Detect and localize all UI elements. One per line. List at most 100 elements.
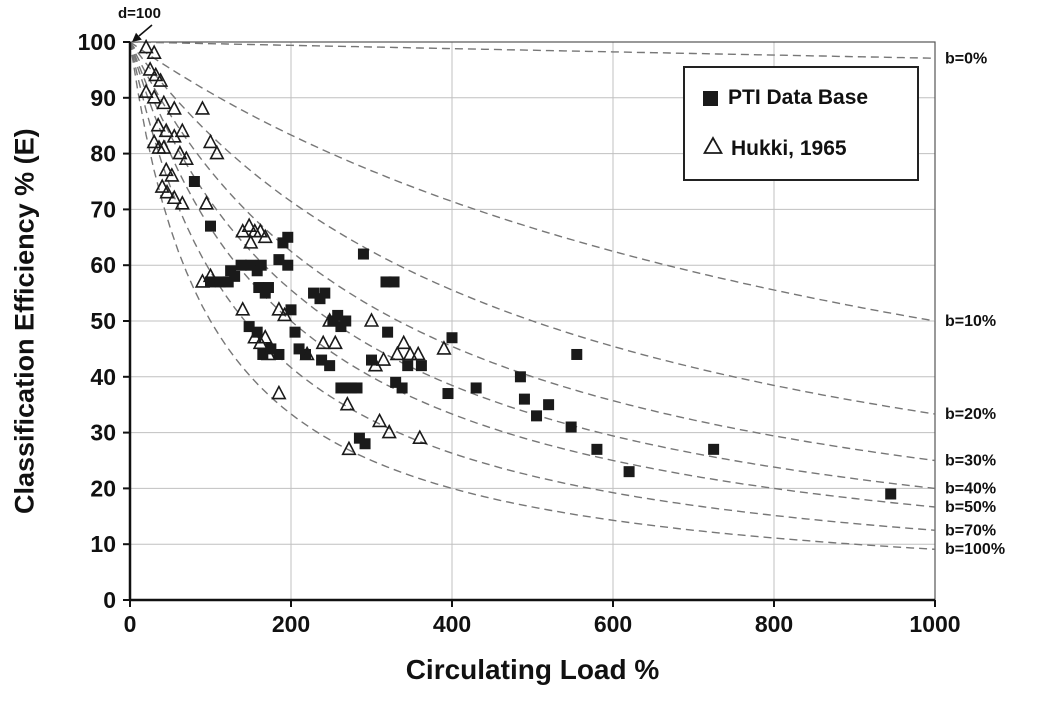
- data-point-square: [402, 360, 414, 372]
- bypass-curve: [129, 41, 936, 531]
- data-point-triangle: [363, 312, 380, 327]
- data-point-triangle: [371, 412, 388, 428]
- open-triangle-marker: [702, 136, 724, 161]
- data-point-square: [470, 382, 482, 394]
- x-tick-labels: 0 200 400 600 800 1000: [124, 611, 961, 637]
- data-point-triangle: [198, 195, 215, 210]
- data-point-square: [543, 399, 555, 411]
- data-point-square: [299, 348, 311, 360]
- data-point-square: [380, 276, 392, 288]
- legend-item-hukki: Hukki, 1965: [702, 136, 899, 161]
- data-point-square: [442, 388, 454, 400]
- bypass-curve: [129, 41, 936, 322]
- bypass-curve: [129, 41, 936, 462]
- data-point-square: [591, 443, 603, 455]
- svg-text:10: 10: [90, 531, 116, 557]
- data-point-triangle: [322, 312, 338, 327]
- data-point-square: [396, 382, 408, 394]
- svg-text:40: 40: [90, 364, 116, 390]
- data-point-square: [314, 293, 326, 305]
- data-point-triangle: [235, 301, 251, 316]
- data-point-triangle: [158, 161, 174, 177]
- svg-text:70: 70: [90, 196, 116, 222]
- data-point-triangle: [209, 144, 225, 160]
- svg-text:800: 800: [755, 611, 793, 637]
- curve-labels: b=0% b=10% b=20% b=30% b=40% b=50% b=70% b=100%: [945, 51, 1005, 558]
- data-point-square: [359, 438, 371, 450]
- data-point-square: [345, 382, 357, 394]
- data-point-triangle: [178, 150, 194, 165]
- data-point-triangle: [412, 429, 428, 444]
- curve-label: b=0%: [945, 51, 987, 68]
- svg-text:0: 0: [124, 611, 137, 637]
- curve-label: b=50%: [945, 499, 996, 516]
- data-point-triangle: [174, 122, 190, 138]
- data-point-triangle: [154, 178, 170, 193]
- svg-text:600: 600: [594, 611, 632, 637]
- data-point-square: [388, 276, 400, 288]
- data-point-square: [235, 259, 247, 271]
- data-point-square: [225, 265, 237, 277]
- data-point-triangle: [172, 144, 188, 160]
- data-point-triangle: [174, 195, 190, 210]
- data-point-square: [265, 343, 277, 355]
- data-point-square: [245, 259, 257, 271]
- data-point-square: [251, 265, 263, 277]
- y-tick-labels: 0 10 20 30 40 50 60 70 80 90 100: [78, 29, 116, 613]
- data-point-triangle: [142, 61, 158, 76]
- data-point-triangle: [146, 133, 162, 149]
- data-point-triangle: [164, 167, 180, 182]
- data-point-square: [415, 360, 427, 372]
- data-point-square: [335, 321, 347, 333]
- curve-label: b=10%: [945, 313, 996, 330]
- data-point-triangle: [146, 44, 162, 59]
- data-point-square: [324, 360, 336, 372]
- data-point-triangle: [339, 395, 355, 411]
- data-point-triangle: [194, 100, 211, 115]
- filled-square-marker: [703, 90, 718, 106]
- data-point-triangle: [260, 345, 277, 361]
- data-point-triangle: [381, 423, 397, 439]
- data-point-triangle: [436, 340, 452, 355]
- data-point-square: [214, 276, 226, 288]
- data-point-square: [351, 382, 363, 394]
- data-point-square: [353, 432, 365, 444]
- svg-text:30: 30: [90, 420, 116, 446]
- data-point-square: [253, 282, 265, 294]
- hukki-points: [138, 38, 452, 456]
- legend: PTI Data Base Hukki, 1965: [683, 66, 919, 181]
- svg-text:200: 200: [272, 611, 310, 637]
- data-point-square: [316, 354, 328, 366]
- data-point-triangle: [158, 122, 174, 138]
- svg-text:50: 50: [90, 308, 116, 334]
- curve-label: b=70%: [945, 522, 996, 539]
- data-point-square: [222, 276, 234, 288]
- data-point-square: [251, 326, 263, 338]
- data-point-triangle: [148, 66, 164, 82]
- data-point-triangle: [247, 329, 263, 344]
- data-point-triangle: [271, 384, 287, 400]
- data-point-square: [357, 248, 369, 260]
- data-point-triangle: [389, 345, 405, 361]
- data-point-triangle: [166, 189, 182, 205]
- data-point-triangle: [156, 94, 172, 110]
- svg-text:90: 90: [90, 85, 116, 111]
- curve-label: b=40%: [945, 480, 996, 497]
- data-point-square: [205, 220, 216, 232]
- svg-text:80: 80: [90, 141, 116, 167]
- data-point-square: [446, 332, 458, 344]
- data-point-square: [518, 393, 530, 405]
- data-point-square: [257, 348, 269, 360]
- data-point-square: [390, 376, 402, 388]
- data-point-triangle: [159, 183, 175, 199]
- data-point-square: [340, 315, 352, 327]
- data-point-triangle: [375, 351, 392, 366]
- data-point-triangle: [156, 139, 172, 154]
- data-point-square: [332, 309, 344, 321]
- data-point-square: [273, 254, 285, 266]
- data-point-square: [243, 321, 255, 333]
- data-point-square: [708, 443, 720, 455]
- data-point-triangle: [166, 100, 182, 115]
- curve-label: b=20%: [945, 406, 996, 423]
- data-point-square: [289, 326, 301, 338]
